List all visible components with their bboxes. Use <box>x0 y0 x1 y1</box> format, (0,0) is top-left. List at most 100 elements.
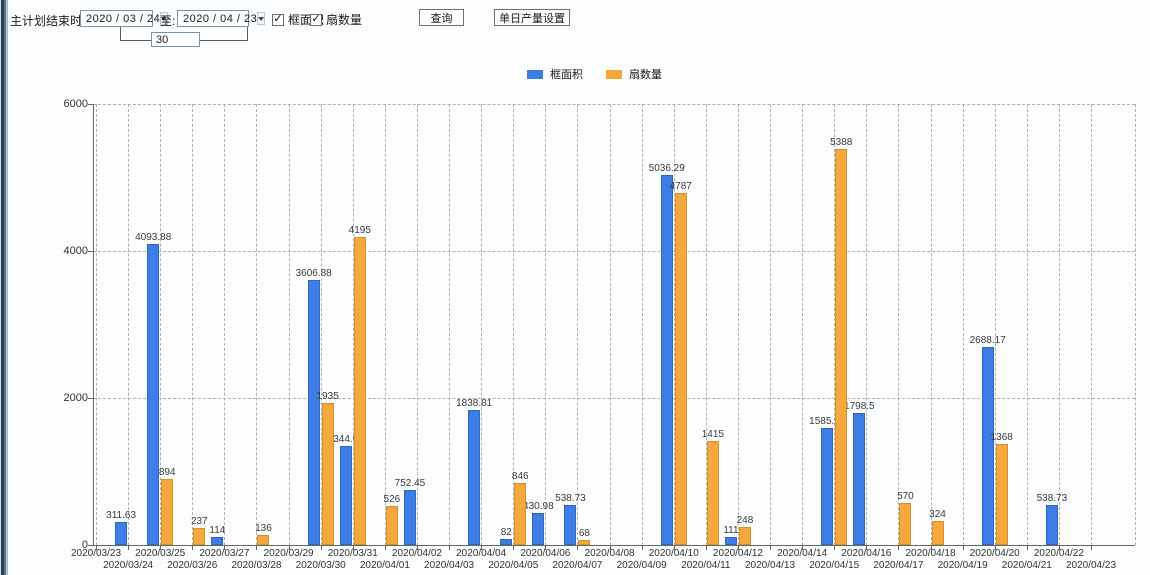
x-gridline <box>705 104 707 545</box>
bar-sash-count <box>835 149 848 545</box>
bar-sash-count <box>995 444 1008 545</box>
bar-value-label: 894 <box>158 467 176 478</box>
x-axis-tick-label: 2020/04/04 <box>456 548 507 559</box>
x-axis-tick <box>705 546 707 550</box>
x-axis-tick <box>545 546 547 550</box>
x-gridline <box>192 104 194 545</box>
x-axis-tick <box>962 546 964 550</box>
x-gridline <box>962 104 964 545</box>
bar-value-label: 248 <box>736 515 754 526</box>
legend-swatch-sash-count <box>606 69 622 79</box>
x-axis-tick-label: 2020/03/28 <box>231 560 282 571</box>
x-gridline <box>1091 104 1092 545</box>
x-axis-tick-label: 2020/03/27 <box>199 548 250 559</box>
check-icon: ✓ <box>311 12 321 25</box>
plan-end-time-label: 主计划结束时间: <box>10 14 98 28</box>
x-axis-tick <box>96 546 97 550</box>
bar-value-label: 3606.88 <box>295 268 332 279</box>
bar-sash-count <box>257 535 270 545</box>
bar-sash-count <box>931 521 944 545</box>
daily-output-settings-button[interactable]: 单日产量设置 <box>494 9 570 26</box>
checkbox-box[interactable]: ✓ <box>310 12 322 26</box>
bar-frame-area <box>468 410 481 545</box>
x-gridline <box>770 104 772 545</box>
bar-value-label: 1344.95 <box>327 434 364 445</box>
query-button[interactable]: 查询 <box>419 9 464 26</box>
bar-sash-count <box>385 506 398 545</box>
bar-value-label: 68 <box>578 528 590 539</box>
x-axis-tick-label: 2020/04/07 <box>552 560 603 571</box>
x-gridline <box>449 104 451 545</box>
x-gridline <box>481 104 483 545</box>
x-axis-tick-label: 2020/04/12 <box>712 548 763 559</box>
legend-label-frame-area: 框面积 <box>550 69 583 81</box>
date-from-dropdown-button[interactable] <box>160 12 169 25</box>
bar-value-label: 526 <box>383 494 401 505</box>
x-axis-tick <box>737 546 739 550</box>
x-axis-tick <box>1091 546 1092 550</box>
bar-sash-count <box>738 527 751 545</box>
bar-value-label: 1368 <box>990 432 1013 443</box>
x-axis-tick-label: 2020/04/23 <box>1065 560 1117 571</box>
x-gridline <box>224 104 226 545</box>
date-range-connector-right <box>200 27 248 41</box>
x-axis-tick-label: 2020/04/19 <box>937 560 988 571</box>
bar-value-label: 237 <box>190 516 208 527</box>
bar-value-label: 538.73 <box>555 493 586 504</box>
bar-frame-area <box>307 280 320 545</box>
x-axis-tick <box>930 546 932 550</box>
x-gridline <box>320 104 322 545</box>
bar-frame-area <box>211 537 224 545</box>
x-axis-tick-label: 2020/04/02 <box>391 548 442 559</box>
bar-sash-count <box>321 403 334 545</box>
checkbox-box[interactable]: ✓ <box>272 13 284 26</box>
bar-value-label: 538.73 <box>1036 493 1068 504</box>
bar-frame-area <box>821 428 834 545</box>
x-axis-tick <box>224 546 226 550</box>
x-axis-tick-label: 2020/04/16 <box>841 548 892 559</box>
bar-sash-count <box>514 483 527 545</box>
x-gridline <box>128 104 130 545</box>
x-axis-tick <box>320 546 322 550</box>
date-to-dropdown-button[interactable] <box>257 12 266 25</box>
x-axis-tick <box>609 546 611 550</box>
x-axis-tick <box>641 546 643 550</box>
x-axis-tick-label: 2020/04/21 <box>1001 560 1052 571</box>
bar-frame-area <box>1045 505 1058 545</box>
interval-days-field-wrap: 30 <box>151 32 200 47</box>
bar-value-label: 311.63 <box>106 510 137 521</box>
bar-value-label: 846 <box>511 471 529 482</box>
bar-value-label: 114 <box>209 525 226 536</box>
interval-days-input[interactable]: 30 <box>151 32 200 47</box>
y-axis-tick-label: 4000 <box>63 245 88 257</box>
date-from-picker[interactable]: 2020 / 03 / 24 <box>80 10 169 27</box>
x-gridline <box>416 104 418 545</box>
bar-frame-area <box>339 446 352 545</box>
x-axis-tick <box>481 546 483 550</box>
bar-value-label: 324 <box>929 509 946 520</box>
x-axis-tick-label: 2020/03/25 <box>135 548 186 559</box>
date-to-picker[interactable]: 2020 / 04 / 23 <box>177 10 266 27</box>
x-axis-tick <box>256 546 258 550</box>
chevron-down-icon <box>161 16 168 21</box>
checkbox-sash-count[interactable]: ✓ 扇数量 <box>310 11 362 28</box>
bar-frame-area <box>564 505 577 545</box>
bar-sash-count <box>578 540 591 545</box>
x-axis-tick <box>160 546 162 550</box>
x-axis-tick-label: 2020/04/03 <box>424 560 475 571</box>
x-gridline <box>866 104 868 545</box>
x-axis-tick-label: 2020/04/13 <box>745 560 796 571</box>
x-gridline <box>288 104 290 545</box>
x-gridline <box>802 104 804 545</box>
x-gridline <box>577 104 579 545</box>
y-axis-line <box>93 104 94 545</box>
bar-sash-count <box>193 528 206 545</box>
bar-frame-area <box>853 413 866 545</box>
x-axis-tick <box>802 546 804 550</box>
x-axis-tick-label: 2020/04/18 <box>905 548 956 559</box>
chart-legend: 框面积 扇数量 <box>527 66 662 82</box>
bar-value-label: 82 <box>500 527 512 538</box>
y-gridline <box>93 251 1135 252</box>
x-axis-tick-label: 2020/04/15 <box>809 560 860 571</box>
x-axis-tick <box>288 546 290 550</box>
